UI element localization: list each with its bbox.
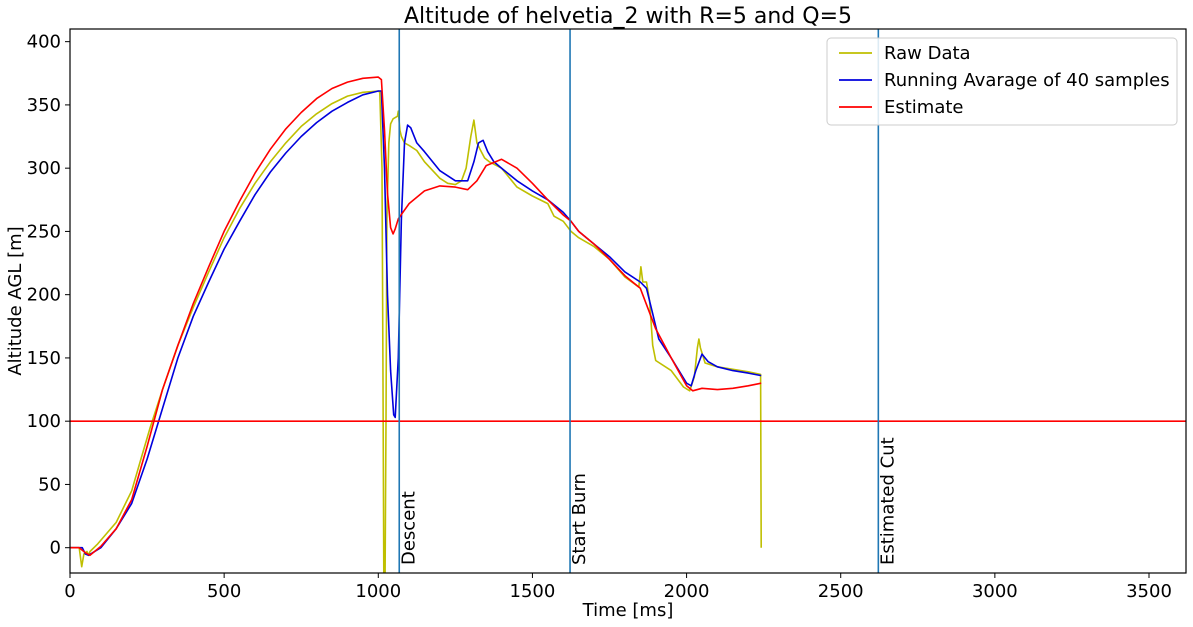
y-tick-label: 150 xyxy=(27,348,61,369)
x-tick-label: 500 xyxy=(207,581,241,602)
legend-label: Estimate xyxy=(884,97,964,118)
x-tick-label: 2000 xyxy=(664,581,710,602)
x-tick-label: 0 xyxy=(64,581,75,602)
y-tick-label: 300 xyxy=(27,158,61,179)
y-axis-label: Altitude AGL [m] xyxy=(5,226,26,375)
x-tick-label: 3000 xyxy=(972,581,1018,602)
legend-label: Running Avarage of 40 samples xyxy=(884,70,1170,91)
chart-title: Altitude of helvetia_2 with R=5 and Q=5 xyxy=(404,4,852,29)
y-tick-label: 250 xyxy=(27,221,61,242)
y-tick-label: 400 xyxy=(27,32,61,53)
y-tick-label: 200 xyxy=(27,285,61,306)
legend-label: Raw Data xyxy=(884,43,971,64)
series-line-2 xyxy=(70,90,762,557)
series-line-1 xyxy=(70,90,762,573)
y-tick-label: 350 xyxy=(27,95,61,116)
legend: Raw Data Running Avarage of 40 samples Est… xyxy=(826,37,1178,126)
y-tick-label: 50 xyxy=(38,474,61,495)
x-tick-label: 3500 xyxy=(1126,581,1172,602)
x-tick-label: 2500 xyxy=(818,581,864,602)
series-line-3 xyxy=(70,76,762,557)
legend-box xyxy=(826,37,1178,126)
event-label: Start Burn xyxy=(569,473,590,565)
x-tick-label: 1500 xyxy=(510,581,556,602)
x-tick-label: 1000 xyxy=(355,581,401,602)
axis-ticks: 0 500 1000 1500 2000 2500 3000 3500 0 50 100 150 200… xyxy=(27,32,1172,602)
x-axis-label: Time [ms] xyxy=(582,600,674,621)
event-label: Estimated Cut xyxy=(877,437,898,565)
y-tick-label: 0 xyxy=(50,538,61,559)
y-tick-label: 100 xyxy=(27,411,61,432)
plot-frame xyxy=(69,28,1187,574)
event-label: Descent xyxy=(398,491,419,565)
